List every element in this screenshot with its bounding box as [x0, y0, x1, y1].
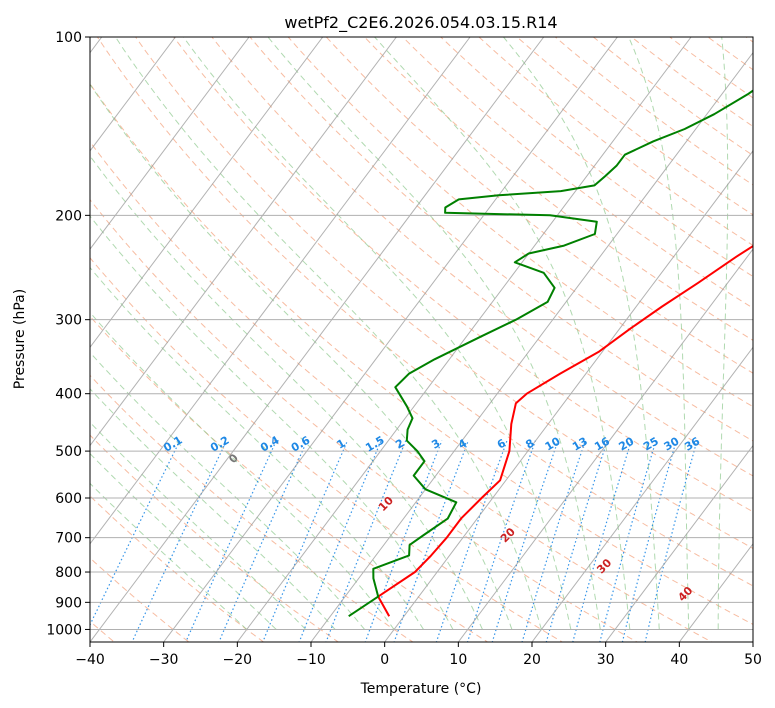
y-tick-label: 300: [55, 313, 82, 329]
isotherm-line: [531, 346, 753, 642]
dry-adiabat-line: [90, 83, 753, 625]
isotherm-line: [236, 37, 692, 642]
moist-adiabat-line: [267, 37, 601, 630]
y-tick-label: 900: [55, 595, 82, 611]
moist-adiabat-line: [90, 421, 307, 630]
moist-adiabat-line: [90, 83, 513, 630]
moist-adiabat-line: [717, 37, 729, 630]
isotherm-line: [384, 150, 753, 642]
dewpoint-line: [348, 89, 753, 618]
x-tick-label: 40: [670, 652, 688, 668]
x-tick-label: 0: [380, 652, 389, 668]
isotherm-line: [90, 37, 176, 152]
dry-adiabat-line: [325, 37, 753, 374]
y-tick-label: 1000: [46, 622, 82, 638]
mixing-ratio-line: [644, 440, 698, 642]
x-tick-label: 50: [744, 652, 762, 668]
moist-adiabat-line: [90, 351, 365, 630]
temperature-line: [377, 244, 753, 617]
x-tick-label: −10: [296, 652, 326, 668]
dry-adiabat-line: [173, 37, 753, 513]
moist-adiabat-line: [374, 37, 631, 630]
x-axis-label: Temperature (°C): [360, 681, 482, 697]
y-tick-label: 100: [55, 30, 82, 46]
isotherm-line: [90, 37, 471, 545]
mixing-ratio-line: [90, 440, 181, 627]
dry-adiabat-line: [211, 37, 753, 477]
dry-adiabat-line: [363, 37, 753, 341]
y-tick-label: 500: [55, 444, 82, 460]
dry-adiabat-line: [90, 434, 340, 642]
mixing-ratio-line: [572, 440, 632, 642]
y-axis-ticks: 100 200 300 400 500 600 700 800 900 1000: [46, 30, 90, 638]
mixing-ratio-line: [131, 440, 228, 642]
isotherm-line: [163, 37, 618, 642]
y-tick-label: 400: [55, 387, 82, 403]
x-tick-label: −20: [223, 652, 253, 668]
moist-adiabat-line: [90, 388, 336, 630]
isotherm-line: [90, 37, 250, 250]
mixing-ratio-line: [599, 440, 657, 642]
mixing-ratio-line: [521, 440, 586, 642]
moist-adiabat-line: [503, 37, 660, 630]
dry-adiabat-line: [90, 495, 265, 642]
chart-title: wetPf2_C2E6.2026.054.03.15.R14: [284, 13, 557, 33]
dry-adiabat-line: [249, 37, 753, 442]
x-tick-label: 20: [523, 652, 541, 668]
x-tick-label: −40: [75, 652, 105, 668]
isotherm-line: [457, 248, 753, 642]
moist-adiabat-line: [90, 266, 424, 630]
mixing-ratio-line: [545, 440, 608, 642]
isotherm-line: [90, 37, 324, 349]
dry-adiabat-line: [90, 198, 639, 642]
y-tick-label: 600: [55, 491, 82, 507]
isotherm-line: [90, 37, 397, 447]
x-tick-label: 10: [449, 652, 467, 668]
mixing-ratio-line: [262, 440, 349, 642]
isotherm-line: [605, 444, 753, 642]
x-axis-ticks: −40 −30 −20 −10 0 10 20 30 40 50: [75, 642, 762, 668]
plot-frame: [89, 36, 754, 643]
x-tick-label: 30: [597, 652, 615, 668]
isotherm-line: [310, 51, 753, 642]
mixing-ratio-line: [491, 440, 559, 642]
mixing-ratio-line: [218, 440, 308, 642]
moist-adiabat-line: [90, 482, 248, 630]
moist-adiabat-line: [115, 37, 542, 630]
data-series: [348, 89, 753, 618]
x-tick-label: −30: [149, 652, 179, 668]
moist-adiabat-line: [628, 37, 690, 630]
isotherm-line: [90, 37, 545, 642]
y-tick-label: 700: [55, 531, 82, 547]
dry-adiabat-line: [90, 140, 713, 642]
moist-adiabat-line: [90, 452, 277, 630]
mixing-ratio-line: [621, 440, 677, 642]
grid-lines: [90, 37, 753, 642]
y-tick-label: 800: [55, 565, 82, 581]
dry-adiabat-line: [90, 256, 564, 642]
background-lines: [90, 37, 753, 642]
moist-adiabat-line: [90, 311, 395, 630]
y-tick-label: 200: [55, 208, 82, 224]
y-axis-label: Pressure (hPa): [12, 289, 28, 389]
moist-adiabat-line: [90, 215, 454, 630]
moist-adiabat-line: [90, 155, 483, 630]
